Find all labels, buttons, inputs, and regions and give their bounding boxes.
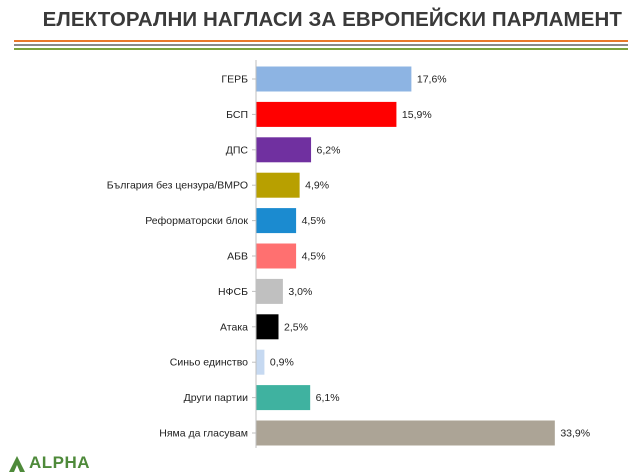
category-label: Реформаторски блок bbox=[145, 215, 248, 227]
category-label: Атака bbox=[220, 321, 248, 333]
category-label: АБВ bbox=[227, 251, 248, 263]
category-label: ДПС bbox=[226, 144, 249, 156]
stripe-orange bbox=[14, 40, 628, 42]
bar bbox=[256, 349, 265, 375]
bar bbox=[256, 172, 300, 198]
logo-mark-icon bbox=[9, 455, 25, 472]
bar bbox=[256, 66, 412, 92]
logo-text: ALPHA bbox=[29, 452, 91, 472]
category-label: Няма да гласувам bbox=[159, 428, 248, 440]
stripe-green bbox=[14, 48, 628, 50]
bar-chart: ГЕРБ 17,6% БСП 15,9% ДПС 6,2% България без цен… bbox=[107, 60, 590, 448]
value-label: 4,5% bbox=[302, 215, 326, 227]
category-label: България без цензура/ВМРО bbox=[107, 180, 248, 192]
bar bbox=[256, 278, 283, 304]
bar bbox=[256, 385, 311, 411]
value-label: 3,0% bbox=[288, 286, 312, 298]
title-underline bbox=[14, 40, 628, 52]
value-label: 4,5% bbox=[302, 251, 326, 263]
value-label: 0,9% bbox=[270, 357, 294, 369]
page-title: ЕЛЕКТОРАЛНИ НАГЛАСИ ЗА ЕВРОПЕЙСКИ ПАРЛАМ… bbox=[42, 8, 622, 31]
value-label: 6,1% bbox=[316, 392, 340, 404]
category-label: Синьо единство bbox=[170, 357, 248, 369]
value-label: 15,9% bbox=[402, 109, 432, 121]
value-label: 2,5% bbox=[284, 321, 308, 333]
category-label: Други партии bbox=[184, 392, 249, 404]
category-label: БСП bbox=[226, 109, 248, 121]
bar bbox=[256, 137, 312, 163]
alpha-logo: ALPHA bbox=[6, 451, 90, 474]
value-label: 33,9% bbox=[560, 428, 590, 440]
bar bbox=[256, 243, 297, 269]
stripe-gray bbox=[14, 44, 628, 46]
value-label: 4,9% bbox=[305, 180, 329, 192]
value-label: 17,6% bbox=[417, 74, 447, 86]
bar bbox=[256, 208, 297, 234]
value-label: 6,2% bbox=[317, 144, 341, 156]
bar bbox=[256, 101, 397, 127]
bar bbox=[256, 314, 279, 340]
category-label: ГЕРБ bbox=[221, 74, 248, 86]
category-label: НФСБ bbox=[218, 286, 248, 298]
bar bbox=[256, 420, 555, 446]
